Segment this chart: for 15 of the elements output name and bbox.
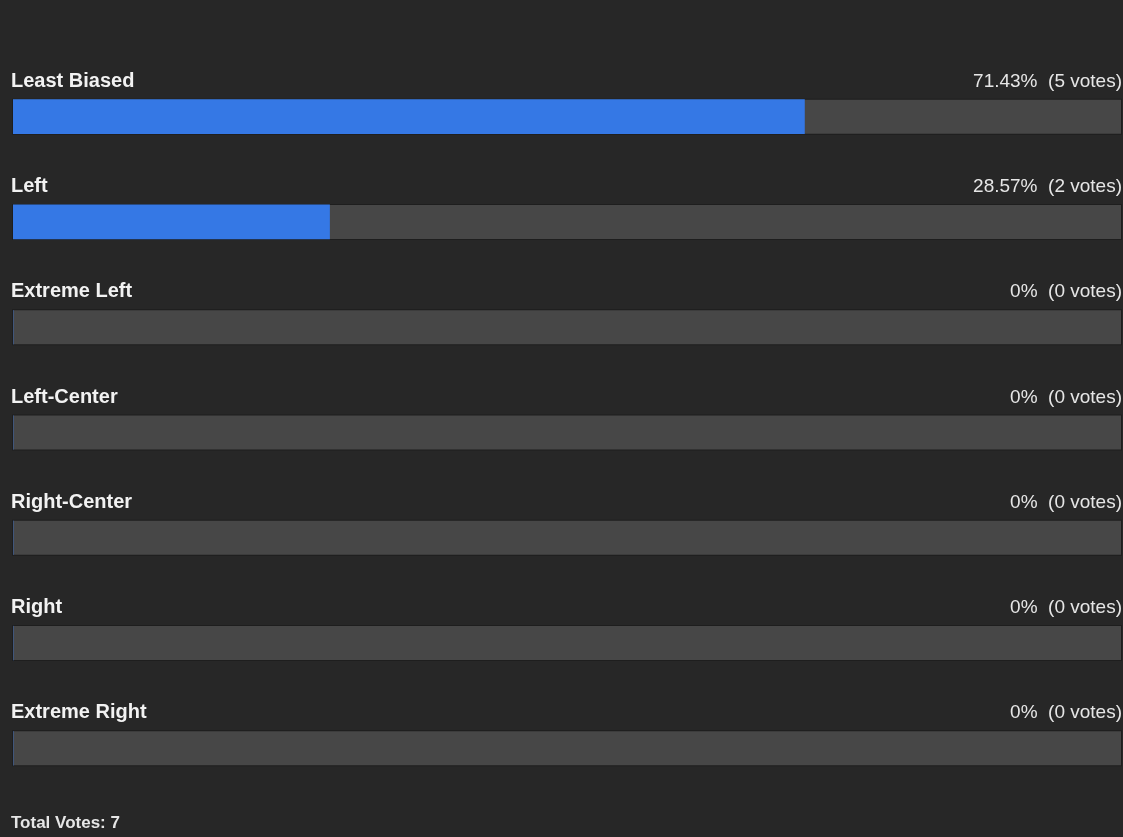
y-tick-label: Least Biased xyxy=(11,68,135,91)
data-label: 71.43% (5 votes) xyxy=(973,69,1122,91)
annotation: Total Votes: 7 xyxy=(11,813,120,832)
y-tick-label: Right-Center xyxy=(11,489,133,512)
data-label: 0% (0 votes) xyxy=(1010,490,1122,512)
y-tick-label: Extreme Right xyxy=(11,700,147,723)
data-label: 0% (0 votes) xyxy=(1010,280,1122,302)
y-tick-label: Left-Center xyxy=(11,384,118,407)
data-label: 28.57% (2 votes) xyxy=(973,174,1122,196)
y-tick-label: Right xyxy=(11,595,63,618)
data-label: 0% (0 votes) xyxy=(1010,385,1122,407)
data-label: 0% (0 votes) xyxy=(1010,596,1122,618)
y-tick-label: Extreme Left xyxy=(11,279,133,302)
data-label: 0% (0 votes) xyxy=(1010,701,1122,723)
y-tick-label: Left xyxy=(11,173,48,196)
